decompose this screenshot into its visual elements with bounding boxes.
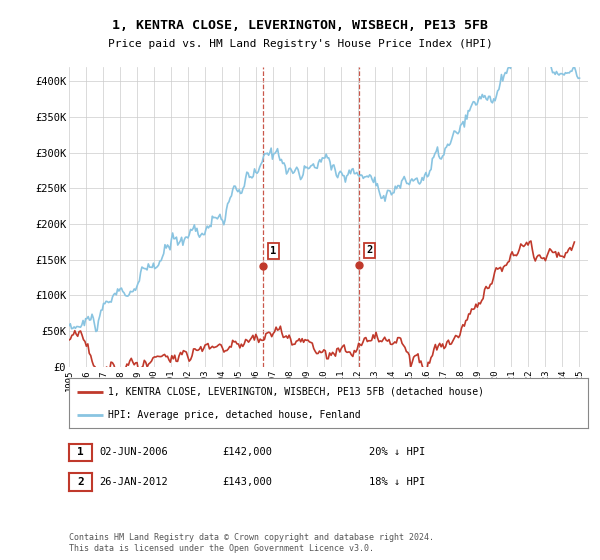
- Text: 26-JAN-2012: 26-JAN-2012: [99, 477, 168, 487]
- Text: 1, KENTRA CLOSE, LEVERINGTON, WISBECH, PE13 5FB (detached house): 1, KENTRA CLOSE, LEVERINGTON, WISBECH, P…: [108, 386, 484, 396]
- Text: Contains HM Land Registry data © Crown copyright and database right 2024.
This d: Contains HM Land Registry data © Crown c…: [69, 533, 434, 553]
- Text: 1: 1: [270, 246, 277, 256]
- Text: £142,000: £142,000: [222, 447, 272, 458]
- Text: £143,000: £143,000: [222, 477, 272, 487]
- Text: 18% ↓ HPI: 18% ↓ HPI: [369, 477, 425, 487]
- Text: 1: 1: [77, 447, 84, 458]
- Text: HPI: Average price, detached house, Fenland: HPI: Average price, detached house, Fenl…: [108, 410, 361, 420]
- Text: 2: 2: [77, 477, 84, 487]
- Text: 1, KENTRA CLOSE, LEVERINGTON, WISBECH, PE13 5FB: 1, KENTRA CLOSE, LEVERINGTON, WISBECH, P…: [112, 18, 488, 32]
- Text: 20% ↓ HPI: 20% ↓ HPI: [369, 447, 425, 458]
- Text: 02-JUN-2006: 02-JUN-2006: [99, 447, 168, 458]
- Text: 2: 2: [366, 245, 373, 255]
- Text: Price paid vs. HM Land Registry's House Price Index (HPI): Price paid vs. HM Land Registry's House …: [107, 39, 493, 49]
